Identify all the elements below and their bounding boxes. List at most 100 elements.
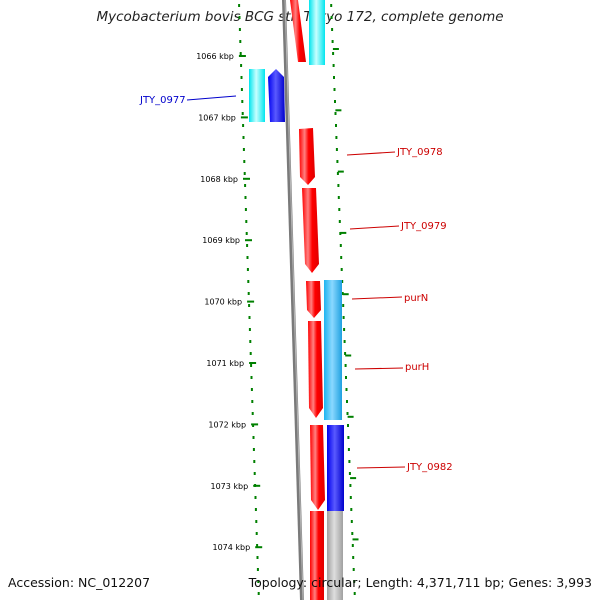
gene-label-purN: purN xyxy=(404,293,428,304)
track-dot-right xyxy=(349,484,352,487)
track-dot-left xyxy=(244,196,247,199)
track-dot-right xyxy=(345,388,348,391)
track-dash-right xyxy=(342,293,349,296)
track-dot-left xyxy=(250,364,253,367)
leader-purN xyxy=(351,296,403,300)
leader-purH xyxy=(354,367,404,370)
track-dot-right xyxy=(353,580,356,583)
ruler-tick xyxy=(255,546,263,549)
track-dot-right xyxy=(340,256,343,259)
track-dot-left xyxy=(252,448,255,451)
gene-jty0982 xyxy=(310,425,325,510)
track-dot-right xyxy=(330,4,333,7)
track-dot-left xyxy=(244,208,247,211)
gene-purH xyxy=(308,321,323,418)
track-dot-left xyxy=(246,268,249,271)
track-dot-right xyxy=(344,352,347,355)
track-dot-right xyxy=(348,460,351,463)
gene-purN xyxy=(306,281,321,318)
track-dot-right xyxy=(336,160,339,163)
track-dot-left xyxy=(253,472,256,475)
track-dash-right xyxy=(352,538,359,541)
track-dot-right xyxy=(332,52,335,55)
gene-top-cyan xyxy=(309,0,325,65)
ruler-tick xyxy=(253,484,261,487)
track-dot-left xyxy=(243,172,246,175)
track-dot-left xyxy=(250,376,253,379)
track-dot-left xyxy=(240,88,243,91)
ruler-tick xyxy=(247,300,255,303)
gene-jty0982-companion xyxy=(327,425,344,511)
gene-bottom-gray xyxy=(327,511,343,600)
track-dot-left xyxy=(243,160,246,163)
gene-features xyxy=(249,0,344,600)
topology-text: Topology: circular; Length: 4,371,711 bp… xyxy=(248,575,592,590)
track-dot-right xyxy=(342,316,345,319)
track-dot-left xyxy=(256,568,259,571)
ruler-tick xyxy=(245,239,252,242)
track-dot-left xyxy=(241,112,244,115)
ruler-tick-label: 1072 kbp xyxy=(208,420,246,429)
track-dot-right xyxy=(335,148,338,151)
track-dot-right xyxy=(337,196,340,199)
track-dot-left xyxy=(239,40,242,43)
track-dot-left xyxy=(245,232,248,235)
leader-jty0978 xyxy=(346,151,396,156)
track-dot-right xyxy=(347,436,350,439)
track-dot-left xyxy=(239,52,242,55)
gene-label-jty0979: JTY_0979 xyxy=(400,221,447,232)
track-dot-left xyxy=(240,64,243,67)
track-dot-right xyxy=(350,508,353,511)
ruler-tick xyxy=(249,362,257,364)
track-dot-left xyxy=(242,136,245,139)
leader-jty0977 xyxy=(186,95,237,101)
track-dot-right xyxy=(338,208,341,211)
gene-labels: JTY_0977 JTY_0978 JTY_0979 purN purH JTY… xyxy=(139,95,453,473)
ruler-tick-label: 1073 kbp xyxy=(210,482,248,491)
track-dot-left xyxy=(248,316,251,319)
track-dot-left xyxy=(238,28,241,31)
leader-jty0982 xyxy=(356,466,406,469)
ruler-tick-label: 1067 kbp xyxy=(198,113,236,122)
track-dot-right xyxy=(348,472,351,475)
track-dot-left xyxy=(257,592,260,595)
gene-label-jty0982: JTY_0982 xyxy=(406,462,453,473)
track-dot-left xyxy=(251,412,254,415)
leader-jty0979 xyxy=(349,225,400,230)
ruler-tick-label: 1070 kbp xyxy=(204,298,242,307)
gene-jty0978 xyxy=(299,128,315,185)
genome-backbone-highlight xyxy=(284,0,304,600)
genome-backbone xyxy=(282,0,304,600)
track-dot-left xyxy=(242,148,245,151)
ruler-tick xyxy=(238,55,246,57)
accession-text: Accession: NC_012207 xyxy=(8,575,151,590)
track-dot-left xyxy=(249,340,252,343)
track-dot-right xyxy=(332,64,335,67)
track-dot-right xyxy=(352,568,355,571)
track-dot-left xyxy=(257,580,260,583)
track-dot-right xyxy=(346,400,348,403)
track-dash-right xyxy=(340,231,347,234)
track-dot-left xyxy=(241,100,244,103)
track-dot-right xyxy=(340,268,343,271)
track-dot-left xyxy=(248,304,251,307)
track-dot-right xyxy=(351,532,354,535)
track-dot-right xyxy=(333,76,335,79)
track-dot-right xyxy=(343,340,346,343)
track-dot-right xyxy=(335,136,338,139)
track-dot-left xyxy=(250,388,253,391)
track-dot-left xyxy=(248,328,251,331)
track-dot-right xyxy=(336,172,339,175)
track-dot-right xyxy=(351,544,354,547)
track-dot-right xyxy=(334,112,337,115)
track-dot-right xyxy=(334,100,336,103)
track-dot-left xyxy=(256,556,259,559)
track-dot-right xyxy=(342,304,345,307)
track-dot-left xyxy=(255,520,258,523)
track-dot-right xyxy=(350,520,353,523)
track-dot-right xyxy=(341,280,344,283)
track-dot-left xyxy=(246,256,249,259)
track-dot-left xyxy=(242,124,245,127)
track-dot-right xyxy=(331,28,334,31)
